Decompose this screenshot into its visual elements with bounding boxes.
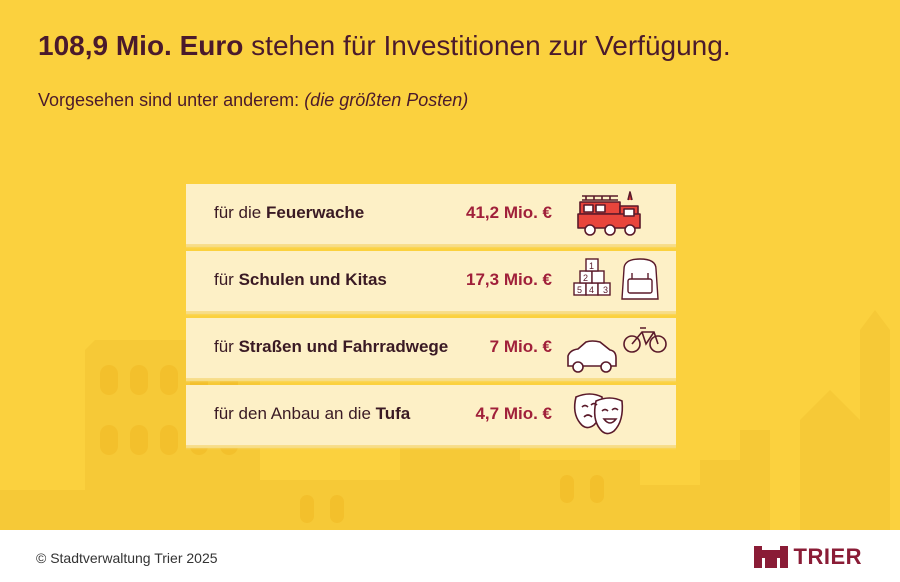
investment-label-bold: Feuerwache (265, 203, 365, 222)
investment-label: für den Anbau an die Tufa (214, 404, 410, 424)
theater-masks-icon (573, 393, 624, 435)
investment-label-prefix: für die (214, 203, 266, 222)
investment-label-bold: Schulen und Kitas (238, 270, 387, 289)
investment-row-strassen: für Straßen und Fahrradwege 7 Mio. € (186, 318, 676, 383)
investment-label-prefix: für (214, 270, 239, 289)
trier-gate-logo-icon (753, 546, 788, 568)
block-3: 3 (603, 285, 608, 295)
fire-truck-icon (577, 191, 641, 236)
investment-row-feuerwache: für die Feuerwache 41,2 Mio. € (186, 184, 676, 249)
headline-text: stehen für Investitionen zur Verfügung. (243, 30, 731, 61)
block-4: 4 (589, 285, 594, 295)
copyright-text: © Stadtverwaltung Trier 2025 (36, 550, 218, 566)
investment-label-prefix: für den Anbau an die (214, 404, 376, 423)
investment-list: für die Feuerwache 41,2 Mio. € (186, 184, 676, 452)
investment-amount: 4,7 Mio. € (475, 404, 552, 423)
block-1: 1 (589, 261, 594, 271)
investment-row-schulen: für Schulen und Kitas 17,3 Mio. € 5 3 2 … (186, 251, 676, 316)
subheadline-text: Vorgesehen sind unter anderem: (38, 90, 305, 110)
subheadline-note: (die größten Posten) (304, 90, 469, 110)
headline-amount: 108,9 Mio. Euro (38, 30, 244, 61)
investment-amount: 17,3 Mio. € (466, 270, 552, 289)
car-bicycle-icon (567, 327, 667, 373)
investment-label-bold: Straßen und Fahrradwege (238, 337, 449, 356)
investment-amount: 41,2 Mio. € (466, 203, 552, 222)
investment-row-tufa: für den Anbau an die Tufa 4,7 Mio. € (186, 385, 676, 450)
trier-logo: TRIER (753, 544, 863, 570)
school-blocks-backpack-icon: 5 3 2 1 4 (573, 258, 659, 300)
investment-label: für Schulen und Kitas (214, 270, 387, 290)
block-2: 2 (583, 273, 588, 283)
investment-label: für die Feuerwache (214, 203, 364, 223)
headline: 108,9 Mio. Euro stehen für Investitionen… (38, 30, 731, 62)
footer: © Stadtverwaltung Trier 2025 TRIER (0, 530, 900, 582)
investment-label: für Straßen und Fahrradwege (214, 337, 448, 357)
block-5: 5 (577, 285, 582, 295)
infographic-canvas: 108,9 Mio. Euro stehen für Investitionen… (38, 30, 731, 523)
investment-label-prefix: für (214, 337, 239, 356)
subheadline: Vorgesehen sind unter anderem: (die größ… (38, 90, 468, 111)
logo-text: TRIER (793, 544, 862, 569)
investment-amount: 7 Mio. € (489, 337, 552, 356)
investment-label-bold: Tufa (375, 404, 411, 423)
